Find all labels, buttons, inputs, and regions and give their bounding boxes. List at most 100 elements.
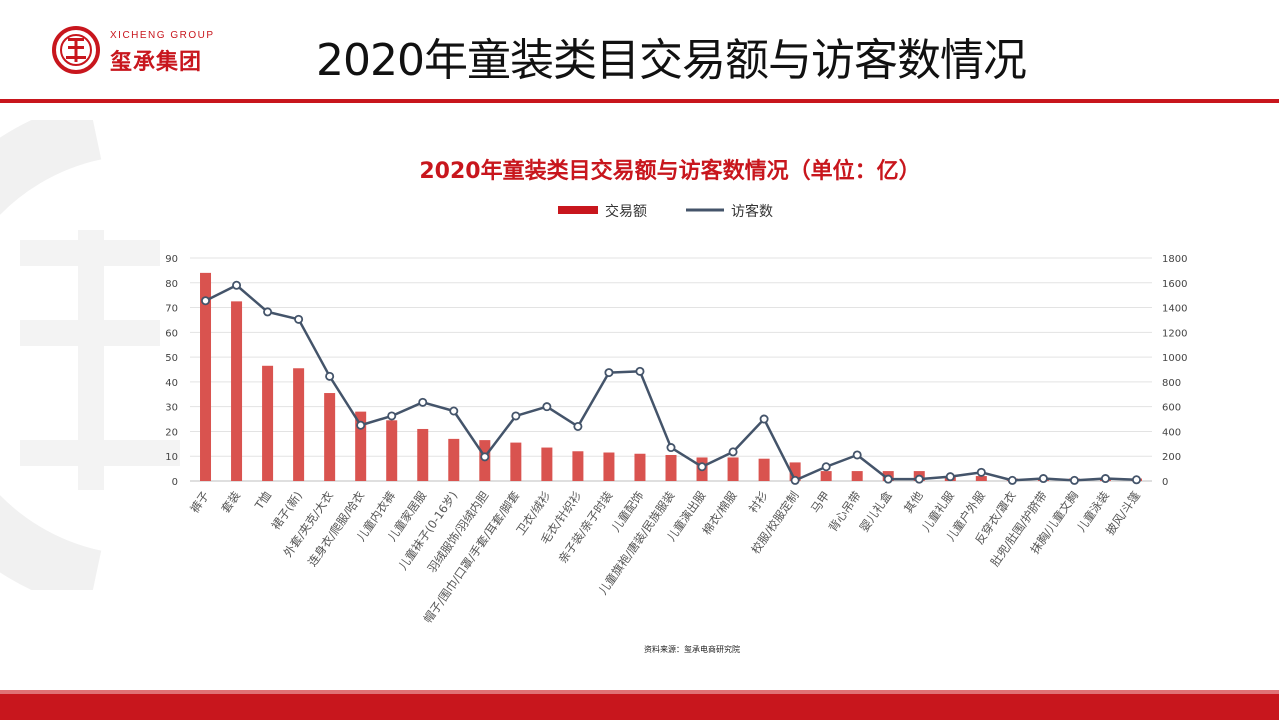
logo-seal-icon bbox=[52, 26, 100, 74]
y-left-tick-label: 20 bbox=[165, 427, 178, 438]
bar bbox=[200, 272, 212, 481]
line-point bbox=[325, 371, 335, 381]
line-point bbox=[666, 443, 676, 453]
y-left-tick-label: 40 bbox=[165, 378, 178, 389]
legend-swatch-bar bbox=[558, 206, 598, 214]
y-right-tick-label: 400 bbox=[1162, 427, 1181, 438]
line-point bbox=[263, 307, 273, 317]
y-left-tick-label: 70 bbox=[165, 304, 178, 315]
line-point bbox=[449, 406, 459, 416]
logo-chinese: 玺承集团 bbox=[110, 50, 203, 75]
line-point bbox=[1131, 475, 1141, 485]
page-title: 2020年童装类目交易额与访客数情况 bbox=[316, 35, 1027, 86]
line-point bbox=[573, 421, 583, 431]
line-point bbox=[914, 474, 924, 484]
line-point bbox=[418, 397, 428, 407]
line-point bbox=[945, 472, 955, 482]
chart-title: 2020年童装类目交易额与访客数情况（单位：亿） bbox=[419, 158, 920, 184]
y-left-tick-label: 90 bbox=[165, 254, 178, 265]
x-tick-label: T恤 bbox=[251, 488, 274, 512]
bar bbox=[448, 438, 460, 481]
bar bbox=[851, 471, 863, 481]
line-point bbox=[1038, 474, 1048, 484]
bar bbox=[789, 462, 801, 481]
line-point bbox=[852, 450, 862, 460]
y-right-tick-label: 1400 bbox=[1162, 304, 1187, 315]
y-left-tick-label: 30 bbox=[165, 403, 178, 414]
y-axis-right: 0 200 400 600 800 1000 1200 1400 1600 1800 bbox=[1162, 254, 1187, 488]
y-left-tick-label: 50 bbox=[165, 353, 178, 364]
line-point bbox=[201, 296, 211, 306]
bar bbox=[355, 411, 367, 481]
bar bbox=[634, 453, 646, 481]
footer-bar bbox=[0, 690, 1279, 720]
line-point bbox=[232, 280, 242, 290]
line-point bbox=[976, 467, 986, 477]
x-tick-label: 裤子 bbox=[187, 489, 212, 516]
header-divider bbox=[0, 99, 1279, 103]
bar bbox=[975, 476, 987, 481]
chart: 2020年童装类目交易额与访客数情况（单位：亿） 交易额 访客数 0 10 20 30… bbox=[165, 158, 1187, 626]
header: XICHENG GROUP 玺承集团 2020年童装类目交易额与访客数情况 bbox=[0, 0, 1279, 100]
bar bbox=[541, 447, 553, 481]
bar bbox=[262, 365, 274, 481]
x-tick-label: 婴儿礼盒 bbox=[857, 488, 895, 534]
y-right-tick-label: 1200 bbox=[1162, 328, 1187, 339]
line-point bbox=[697, 462, 707, 472]
bar bbox=[665, 454, 677, 481]
x-tick-label: 其他 bbox=[901, 488, 926, 515]
logo: XICHENG GROUP 玺承集团 bbox=[50, 20, 220, 80]
y-left-tick-label: 10 bbox=[165, 452, 178, 463]
bar bbox=[727, 457, 739, 481]
legend-label-line: 访客数 bbox=[731, 203, 773, 220]
line-point bbox=[1007, 475, 1017, 485]
line-point bbox=[635, 366, 645, 376]
line-point bbox=[728, 447, 738, 457]
y-right-tick-label: 200 bbox=[1162, 452, 1181, 463]
line-point bbox=[604, 368, 614, 378]
legend-label-bar: 交易额 bbox=[605, 203, 647, 220]
watermark-seal bbox=[0, 120, 180, 590]
line-point bbox=[542, 402, 552, 412]
y-right-tick-label: 1800 bbox=[1162, 254, 1187, 265]
x-axis: 裤子 套装 T恤裙子(新)外套/夹克/大衣连身衣/爬服/哈衣儿童内衣裤儿童家居服儿童… bbox=[187, 488, 1143, 625]
y-right-tick-label: 1600 bbox=[1162, 279, 1187, 290]
y-right-tick-label: 600 bbox=[1162, 403, 1181, 414]
y-axis-left: 0 10 20 30 40 50 60 70 80 90 bbox=[165, 254, 178, 488]
bar bbox=[417, 428, 429, 481]
line-point bbox=[759, 414, 769, 424]
y-right-tick-label: 800 bbox=[1162, 378, 1181, 389]
y-right-tick-label: 0 bbox=[1162, 477, 1168, 488]
logo-english: XICHENG GROUP bbox=[110, 30, 215, 41]
x-tick-label: 套装 bbox=[218, 488, 243, 515]
x-tick-label: 衬衫 bbox=[746, 489, 771, 516]
line-point bbox=[387, 411, 397, 421]
line-point bbox=[511, 411, 521, 421]
line-point bbox=[294, 314, 304, 324]
line-point bbox=[821, 462, 831, 472]
line-point bbox=[480, 452, 490, 462]
y-left-tick-label: 80 bbox=[165, 279, 178, 290]
bar bbox=[603, 452, 615, 481]
line-point bbox=[356, 420, 366, 430]
y-right-tick-label: 1000 bbox=[1162, 353, 1187, 364]
line-point bbox=[1069, 475, 1079, 485]
line-point bbox=[790, 475, 800, 485]
y-left-tick-label: 60 bbox=[165, 328, 178, 339]
bar bbox=[293, 368, 305, 481]
line-point bbox=[1100, 474, 1110, 484]
legend: 交易额 访客数 bbox=[558, 203, 773, 220]
source-note: 资料来源：玺承电商研究院 bbox=[644, 645, 740, 654]
bar bbox=[324, 393, 336, 481]
line-series bbox=[201, 280, 1141, 485]
gridlines bbox=[190, 257, 1152, 482]
x-tick-label: 马甲 bbox=[808, 489, 833, 516]
bar bbox=[386, 420, 398, 481]
y-left-tick-label: 0 bbox=[172, 477, 178, 488]
bar bbox=[231, 301, 243, 481]
bar bbox=[510, 442, 522, 481]
bar bbox=[820, 471, 832, 481]
bar bbox=[572, 451, 584, 481]
bar bbox=[758, 458, 770, 481]
line-point bbox=[883, 474, 893, 484]
